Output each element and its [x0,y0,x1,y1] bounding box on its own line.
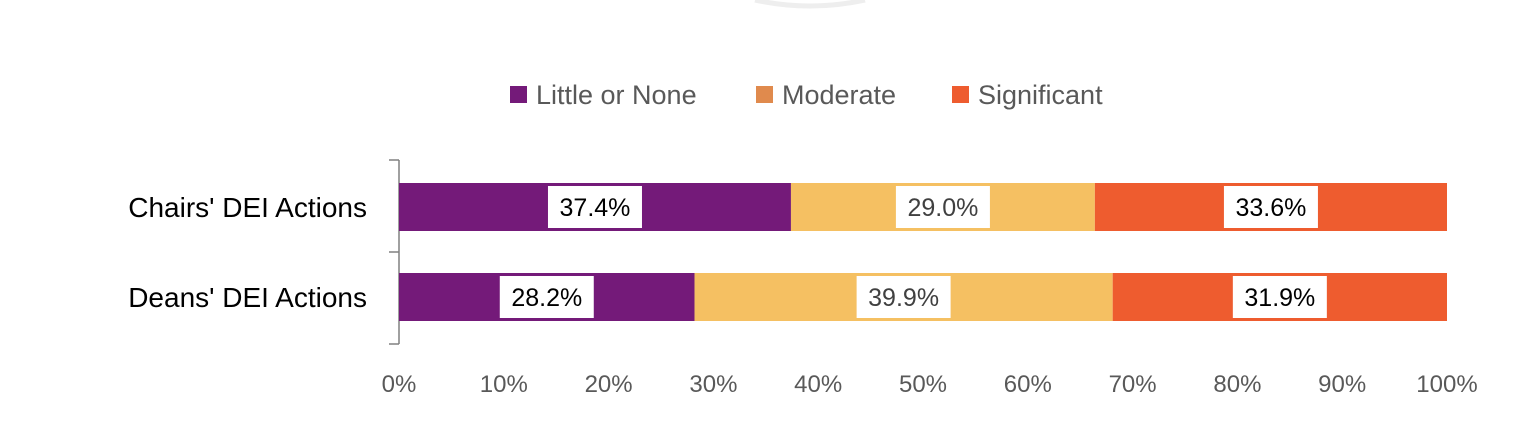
data-label-significant-chairs-dei-actions: 33.6% [1235,194,1306,222]
data-labels: 37.4% 29.0% 33.6% 28.2% 39.9% 31.9% [499,186,1327,318]
legend-label-significant: Significant [978,80,1103,110]
data-label-significant-deans-dei-actions: 31.9% [1244,284,1315,312]
x-tick-label-100: 100% [1416,371,1477,398]
data-label-moderate-deans-dei-actions: 39.9% [868,284,939,312]
data-label-box-little-or-none-chairs-dei-actions [547,186,642,228]
legend-swatch-little-or-none [510,86,527,103]
x-tick-label-60: 60% [1004,371,1052,398]
data-label-box-moderate-chairs-dei-actions [895,186,990,228]
category-label-deans-dei-actions: Deans' DEI Actions [128,282,367,313]
data-label-little-or-none-deans-dei-actions: 28.2% [511,284,582,312]
data-label-box-significant-deans-dei-actions [1232,276,1327,318]
x-tick-label-10: 10% [480,371,528,398]
x-tick-label-40: 40% [794,371,842,398]
category-label-chairs-dei-actions: Chairs' DEI Actions [128,192,367,223]
legend-swatch-significant [952,86,969,103]
category-labels: Chairs' DEI Actions Deans' DEI Actions [128,192,367,313]
x-tick-label-20: 20% [585,371,633,398]
legend: Little or None Moderate Significant [510,80,1103,110]
data-label-moderate-chairs-dei-actions: 29.0% [907,194,978,222]
x-tick-label-70: 70% [1109,371,1157,398]
x-tick-label-90: 90% [1318,371,1366,398]
legend-swatch-moderate [756,86,773,103]
data-label-box-moderate-deans-dei-actions [856,276,951,318]
data-label-box-little-or-none-deans-dei-actions [499,276,594,318]
data-label-box-significant-chairs-dei-actions [1223,186,1318,228]
x-axis-ticks: 0% 10% 20% 30% 40% 50% 60% 70% 80% 90% 100% [382,371,1478,398]
y-axis [389,159,400,345]
x-tick-label-0: 0% [382,371,417,398]
legend-label-moderate: Moderate [782,80,896,110]
data-label-little-or-none-chairs-dei-actions: 37.4% [560,194,631,222]
x-tick-label-80: 80% [1213,371,1261,398]
legend-label-little-or-none: Little or None [536,80,697,110]
x-tick-label-30: 30% [689,371,737,398]
x-tick-label-50: 50% [899,371,947,398]
decorative-arc [754,0,866,9]
